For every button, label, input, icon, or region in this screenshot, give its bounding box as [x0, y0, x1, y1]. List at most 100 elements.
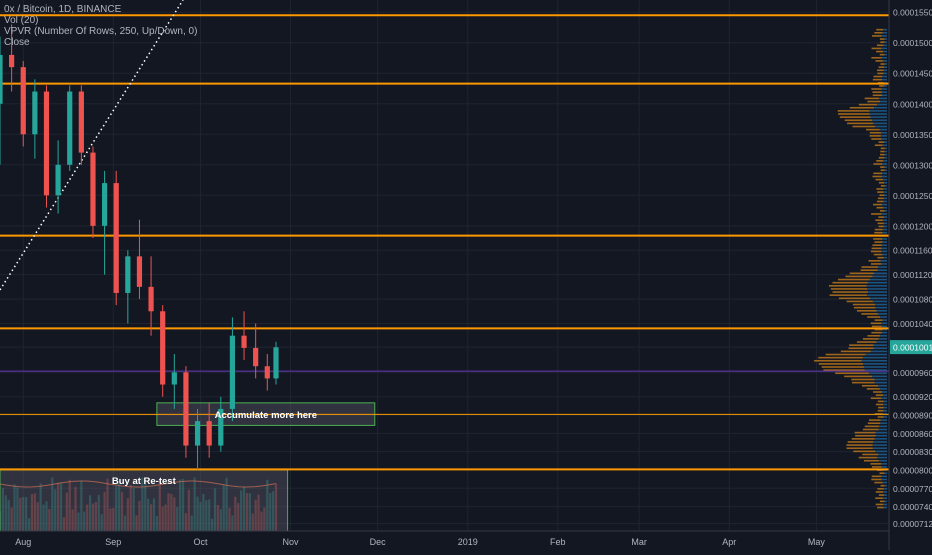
vpvr-row-down: [830, 288, 868, 290]
vpvr-row-down: [838, 297, 871, 300]
vpvr-row-up: [870, 350, 887, 353]
volume-bar: [187, 489, 190, 531]
grid: [0, 0, 889, 531]
candle-body: [229, 335, 236, 409]
vpvr-row-down: [871, 88, 882, 90]
vpvr-row-down: [837, 110, 870, 112]
vpvr-profile: [0, 28, 889, 509]
vpvr-indicator-label[interactable]: VPVR (Number Of Rows, 250, Up/Down, 0): [4, 26, 198, 37]
candle-body: [125, 256, 131, 293]
vpvr-row-down: [878, 494, 885, 496]
candle-body: [43, 91, 50, 196]
vpvr-row-up: [884, 63, 887, 65]
candle-body: [253, 347, 259, 367]
vpvr-row-up: [883, 188, 887, 190]
vpvr-row-down: [871, 47, 882, 50]
vpvr-row-down: [873, 75, 883, 78]
vpvr-row-up: [873, 106, 887, 109]
candles: [0, 24, 279, 470]
vpvr-row-up: [881, 244, 887, 246]
time-tick-label: 2019: [458, 537, 478, 547]
vpvr-row-up: [882, 219, 887, 222]
volume-bar: [170, 494, 173, 531]
vpvr-row-down: [875, 503, 884, 506]
symbol-title[interactable]: 0x / Bitcoin, 1D, BINANCE: [4, 4, 122, 15]
vpvr-row-down: [853, 306, 876, 309]
vpvr-row-down: [879, 53, 885, 56]
vpvr-row-down: [874, 231, 883, 234]
volume-bar: [271, 491, 275, 531]
candle-body: [67, 91, 73, 165]
volume-bar: [210, 518, 214, 531]
volume-bar: [118, 483, 121, 531]
vpvr-row-up: [882, 75, 887, 78]
vpvr-row-down: [828, 285, 867, 287]
vpvr-row-down: [862, 338, 879, 340]
vpvr-row-down: [851, 381, 875, 384]
vpvr-row-down: [869, 131, 881, 134]
vpvr-row-up: [882, 172, 887, 175]
vpvr-row-up: [881, 331, 887, 334]
time-axis[interactable]: Aug Sep Oct Nov Dec 2019 Feb Mar Apr May: [0, 0, 890, 550]
horizontal-levels[interactable]: [0, 14, 889, 471]
vpvr-row-up: [861, 359, 887, 362]
vpvr-row-down: [829, 294, 867, 296]
vpvr-row-up: [867, 288, 887, 290]
vpvr-row-down: [867, 100, 881, 103]
vpvr-row-up: [882, 228, 887, 231]
vpvr-row-up: [882, 319, 887, 321]
vpvr-row-up: [884, 38, 887, 40]
vpvr-row-up: [878, 266, 887, 268]
volume-bar: [161, 506, 164, 531]
vpvr-row-up: [879, 425, 887, 428]
vpvr-row-down: [879, 472, 885, 475]
vpvr-row-up: [883, 69, 887, 72]
vpvr-row-down: [880, 147, 885, 150]
volume-bar: [54, 489, 57, 531]
vpvr-row-up: [881, 475, 887, 478]
trend-line[interactable]: [0, 0, 184, 291]
vpvr-row-up: [879, 97, 887, 100]
vpvr-row-up: [873, 347, 887, 350]
vpvr-row-up: [884, 141, 887, 143]
vpvr-row-up: [881, 397, 887, 400]
vpvr-row-down: [871, 475, 882, 478]
vpvr-row-up: [867, 281, 887, 284]
vpvr-row-down: [844, 375, 873, 378]
close-indicator-label[interactable]: Close: [4, 37, 30, 48]
vpvr-row-up: [864, 369, 887, 371]
vpvr-row-up: [875, 434, 887, 437]
vpvr-row-down: [874, 241, 883, 243]
vpvr-row-up: [882, 203, 887, 206]
vpvr-row-up: [872, 444, 887, 446]
candle-body: [55, 164, 61, 196]
vpvr-row-up: [884, 225, 887, 228]
vpvr-row-up: [884, 500, 887, 503]
vpvr-row-down: [853, 450, 876, 453]
vpvr-row-up: [877, 103, 887, 106]
vpvr-row-down: [845, 275, 873, 278]
candle-body: [9, 54, 15, 68]
vpvr-row-up: [881, 213, 887, 215]
vpvr-row-up: [884, 156, 887, 159]
vpvr-row-down: [876, 188, 884, 190]
vpvr-row-down: [872, 175, 882, 178]
vpvr-row-down: [880, 185, 885, 187]
vpvr-row-up: [881, 466, 887, 468]
volume-indicator-label[interactable]: Vol (20): [4, 15, 39, 26]
zones: [0, 402, 376, 532]
volume-bar: [254, 499, 257, 531]
vpvr-row-up: [883, 28, 887, 31]
vpvr-row-up: [883, 206, 887, 209]
volume-bar: [184, 513, 188, 531]
volume-bar: [0, 511, 2, 531]
vpvr-row-up: [867, 291, 887, 293]
candle-body: [136, 256, 143, 287]
volume-bar: [147, 498, 150, 531]
